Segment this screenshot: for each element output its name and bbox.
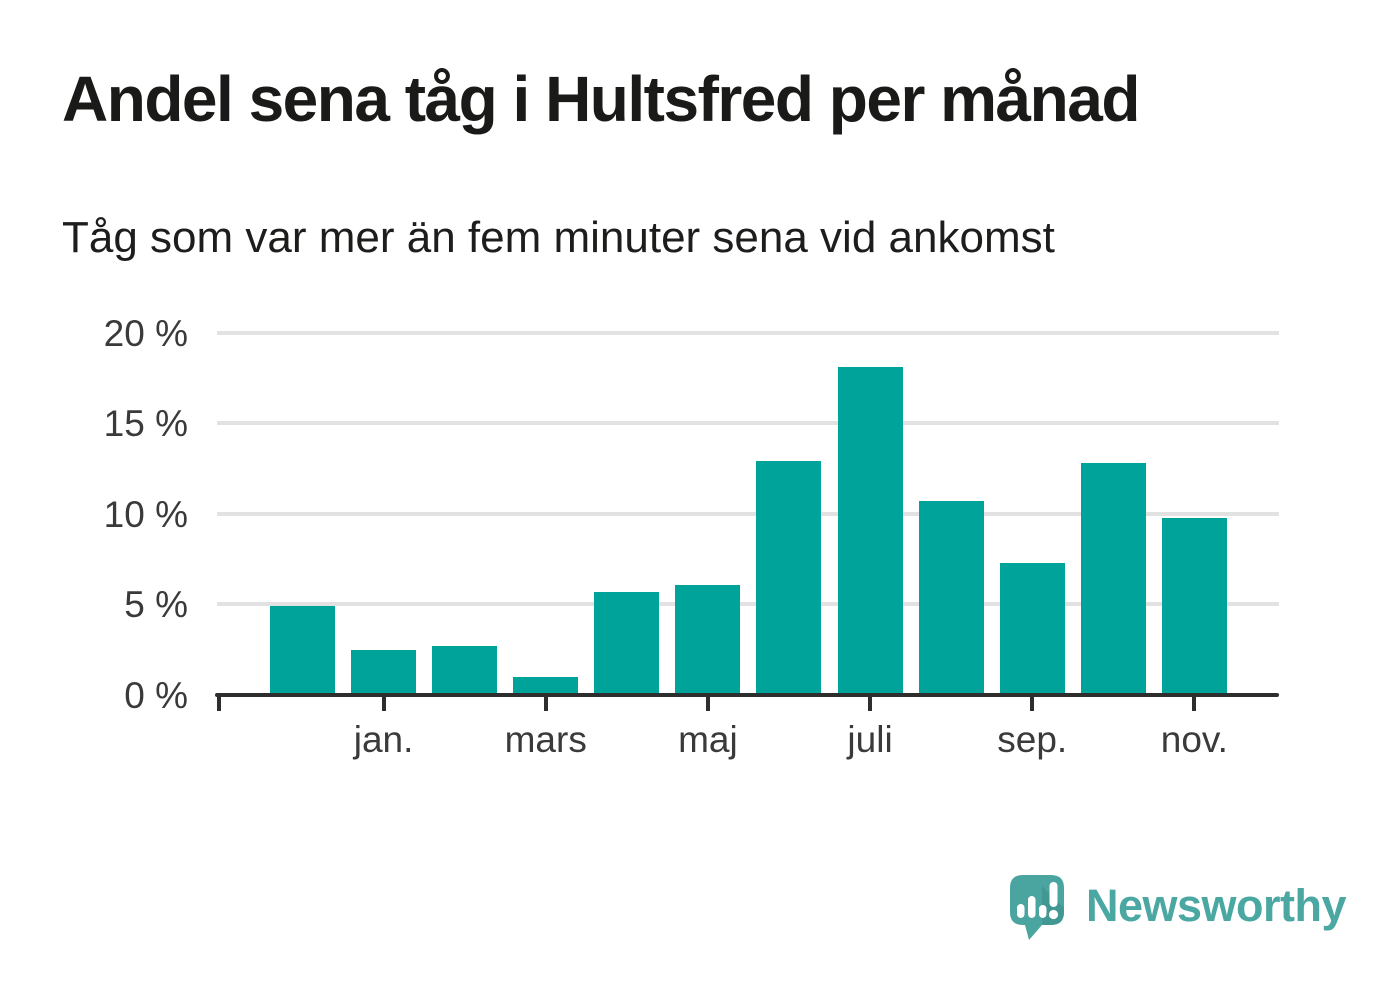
- x-axis-label-maj: maj: [678, 719, 738, 760]
- x-axis-start-tick: [217, 695, 221, 711]
- chart-title: Andel sena tåg i Hultsfred per månad: [62, 63, 1140, 135]
- bar-jan: [351, 649, 417, 695]
- y-axis-label-20: 20 %: [103, 312, 188, 354]
- bar-maj: [675, 584, 741, 695]
- x-axis-tick-mars: [543, 695, 548, 711]
- bar-juli: [837, 367, 903, 695]
- x-axis-label-jan: jan.: [353, 719, 414, 760]
- y-axis-label-10: 10 %: [103, 493, 188, 535]
- bar-mars: [513, 676, 579, 695]
- x-axis-tick-maj: [705, 695, 710, 711]
- bar-apr: [594, 591, 660, 695]
- y-axis-label-5: 5 %: [124, 584, 188, 626]
- x-axis-tick-juli: [868, 695, 873, 711]
- bar-sep: [999, 562, 1065, 695]
- x-axis-tick-sep: [1030, 695, 1035, 711]
- chart-subtitle: Tåg som var mer än fem minuter sena vid …: [62, 213, 1055, 262]
- x-axis-label-nov: nov.: [1160, 719, 1228, 760]
- gridline-5: [217, 602, 1279, 607]
- y-axis-label-15: 15 %: [103, 403, 188, 445]
- x-axis-label-juli: juli: [847, 719, 893, 760]
- gridline-15: [217, 421, 1279, 426]
- gridline-20: [217, 330, 1279, 335]
- bar-juni: [756, 461, 822, 695]
- bar-nov: [1161, 517, 1227, 695]
- bar-okt: [1080, 463, 1146, 695]
- newsworthy-brand-link[interactable]: Newsworthy: [1008, 872, 1347, 952]
- brand-name: Newsworthy: [1086, 880, 1347, 931]
- x-axis-tick-jan: [381, 695, 386, 711]
- bar-feb: [432, 646, 498, 695]
- x-axis-tick-nov: [1192, 695, 1197, 711]
- y-axis-label-0: 0 %: [124, 675, 188, 716]
- x-axis-line: [215, 693, 1279, 697]
- newsworthy-speech-bubble-bar-chart-icon: [1010, 875, 1064, 940]
- x-axis-label-mars: mars: [504, 719, 587, 760]
- gridline-10: [217, 511, 1279, 516]
- bar-dec: [270, 606, 335, 695]
- bar-aug: [918, 501, 984, 695]
- x-axis-label-sep: sep.: [997, 719, 1068, 760]
